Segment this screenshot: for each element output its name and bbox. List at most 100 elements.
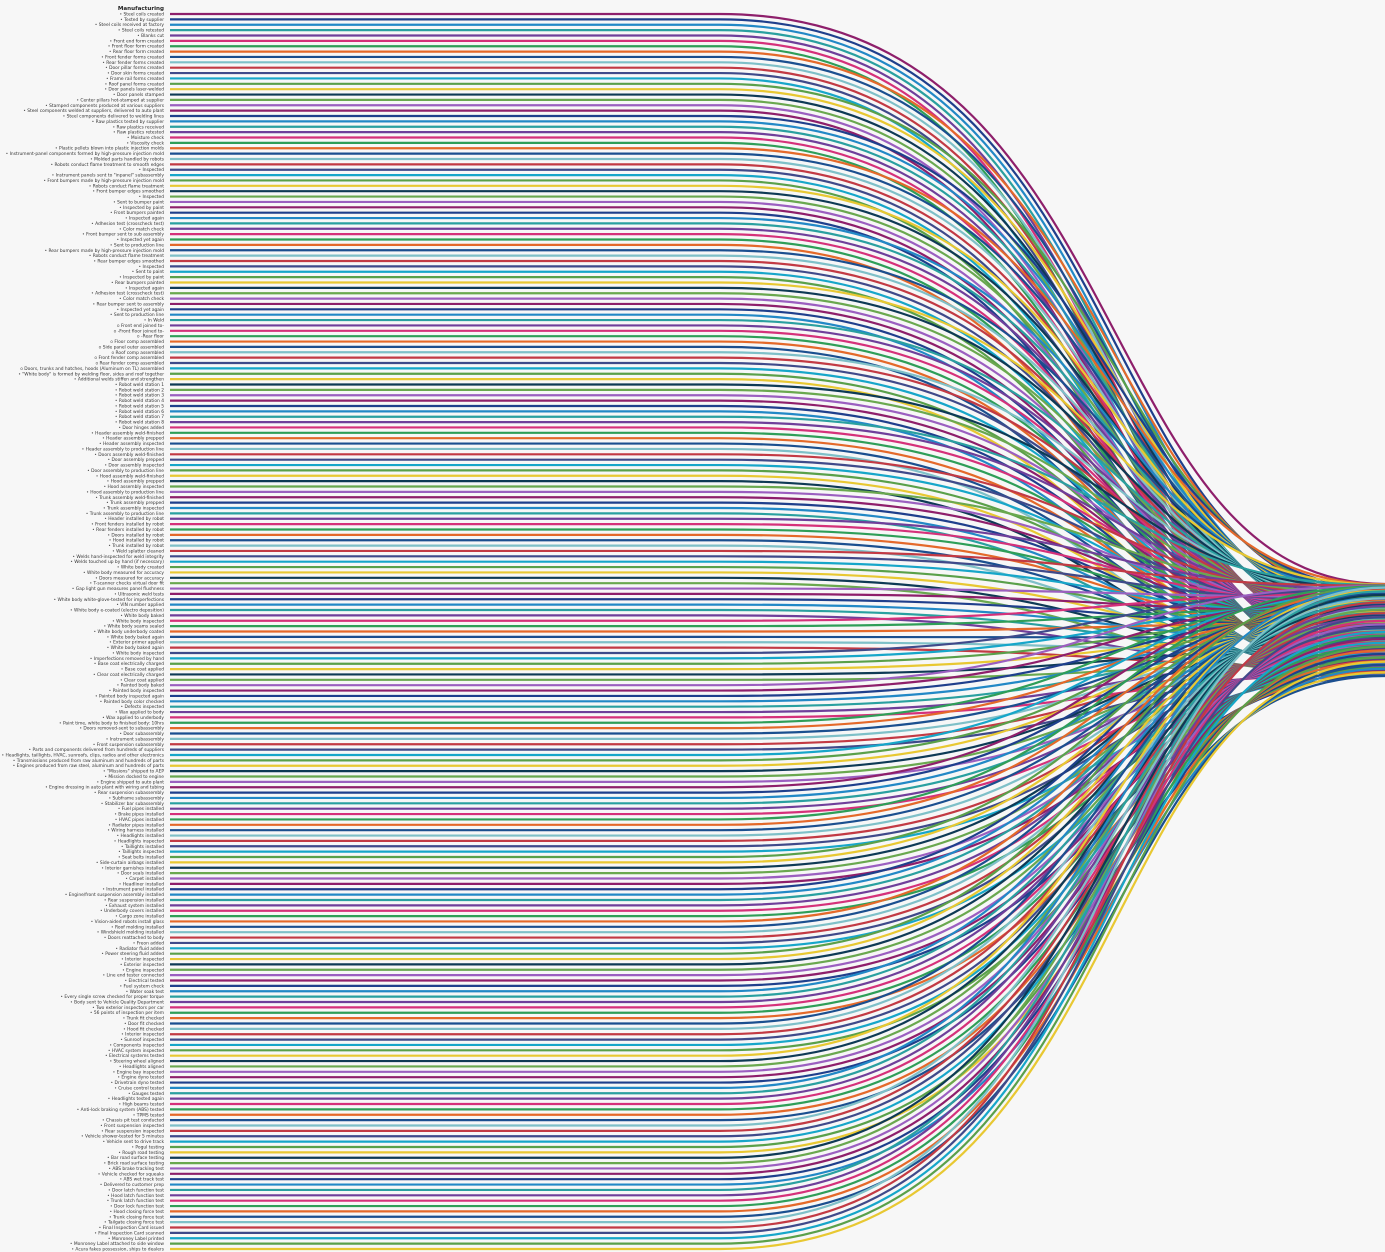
bullet-icon: • — [119, 984, 123, 989]
step-label-text: Door assembly prepped — [112, 457, 165, 463]
bullet-icon: • — [125, 217, 129, 222]
step-label-text: Brick road surface testing — [107, 1161, 164, 1167]
step-label: • Front floor form created — [108, 44, 164, 50]
step-label-text: Final Inspection Card scanned — [98, 1230, 164, 1236]
bullet-icon: • — [77, 1108, 81, 1113]
step-label: • Seat belts installed — [118, 855, 164, 861]
step-label: • Painted body inspected again — [95, 693, 164, 699]
step-label: • Every single screw checked for proper … — [60, 994, 164, 1000]
step-label-text: ABS brake tracking test — [112, 1166, 164, 1172]
step-label: • Rear fenders installed by robot — [92, 527, 164, 533]
step-label-text: Front bumper edges smoothed — [96, 189, 164, 195]
bullet-icon: • — [110, 211, 114, 216]
bullet-icon: • — [113, 125, 117, 130]
step-label-text: "White body" is formed by welding floor,… — [22, 371, 164, 377]
step-label-text: Adhesion test (crosscheck test) — [95, 221, 164, 227]
step-label: • Front bumpers painted — [110, 210, 164, 216]
step-label: • Headliner installed — [119, 881, 164, 887]
step-label: • Line end tester connected — [102, 973, 164, 979]
step-label: • Door hinges added — [118, 425, 164, 431]
bullet-icon: • — [109, 796, 113, 801]
bullet-icon: • — [52, 174, 56, 179]
step-label-text: Base coat applied — [125, 667, 164, 673]
step-label-text: Door subassembly — [123, 731, 164, 737]
step-label-text: Vision-aided robots install glass — [95, 919, 165, 925]
bullet-icon: • — [113, 131, 117, 136]
bullet-icon: • — [119, 227, 123, 232]
bullet-icon: • — [100, 1124, 104, 1129]
step-label-text: Robot weld station 1 — [119, 382, 164, 388]
step-label: • Robot weld station 5 — [115, 403, 164, 409]
step-label-text: Components inspected — [113, 1042, 164, 1048]
step-label: • Rear floor form created — [109, 49, 164, 55]
step-label: • Rear bumpers made by high-pressure inj… — [44, 248, 164, 254]
bullet-icon: • — [94, 791, 98, 796]
bullet-icon: • — [104, 1221, 108, 1226]
flow-line — [170, 590, 1385, 1192]
step-label-text: High beams tested — [122, 1102, 164, 1108]
bullet-icon: • — [117, 1076, 121, 1081]
step-label: • Door subassembly — [119, 731, 164, 737]
bullet-icon: • — [120, 963, 124, 968]
step-label-text: Rear bumper edges smoothed — [97, 259, 164, 265]
step-label: • HVAC system inspected — [108, 1048, 164, 1054]
flow-line — [170, 249, 1385, 590]
flow-line — [170, 630, 1385, 1240]
flow-line — [170, 660, 1385, 1251]
circle-bullet-icon: o — [114, 329, 118, 334]
step-label: • White body baked again — [107, 645, 165, 651]
step-label: • Engine dyno tested — [117, 1075, 164, 1081]
step-label: • Inspected again — [125, 216, 164, 222]
step-label: • Hood installed by robot — [109, 538, 165, 544]
bullet-icon: • — [91, 920, 95, 925]
step-label-text: Interior inspected — [125, 1032, 164, 1038]
step-label: • Radiator pipes installed — [108, 822, 164, 828]
step-label: • Cruise control tested — [114, 1085, 164, 1091]
bullet-icon: • — [29, 748, 33, 753]
step-label-text: Raw plastics received — [117, 124, 165, 130]
step-label-text: Inspected again — [129, 285, 164, 291]
step-label-text: Side panel outer assembled — [103, 344, 165, 350]
step-label: • TPMS tested — [133, 1112, 164, 1118]
step-label: o Rear fender comp assembled — [95, 361, 164, 367]
bullet-icon: • — [91, 222, 95, 227]
bullet-icon: • — [144, 319, 148, 324]
bullet-icon: • — [74, 378, 78, 383]
bullet-icon: • — [55, 147, 59, 152]
flow-line — [170, 630, 1385, 1106]
bullet-icon: • — [112, 619, 116, 624]
step-label: • ABS brake tracking test — [108, 1166, 164, 1172]
flow-line — [170, 601, 1385, 1229]
step-label-text: Water soak test — [130, 989, 165, 995]
step-label-text: Steel coils retested — [122, 28, 164, 34]
step-label-text: Hood closing force test — [113, 1209, 164, 1215]
step-label: • Base coat electrically charged — [94, 661, 164, 667]
bullet-icon: • — [104, 464, 108, 469]
flow-line — [170, 588, 1385, 655]
bullet-icon: • — [118, 1103, 122, 1108]
step-label-text: Painted body inspected again — [99, 693, 164, 699]
step-label-text: T-scanner checks virtual door fit — [92, 581, 164, 587]
step-label-text: TPMS tested — [136, 1112, 164, 1118]
step-label: • Front bumper sent to sub assembly — [82, 232, 164, 238]
step-label-text: White body measured for accuracy — [87, 570, 164, 576]
step-label-text: -Front floor joined to- — [118, 328, 165, 334]
step-label: • Sunroof inspected — [120, 1037, 164, 1043]
step-label: • Door assembly prepped — [108, 457, 165, 463]
step-label-text: Tested by supplier — [123, 17, 164, 23]
step-label-text: Additional welds stiffen and strengthen — [78, 377, 164, 383]
bullet-icon: • — [104, 517, 108, 522]
bullet-icon: • — [104, 625, 108, 630]
step-label-text: Door assembly inspected — [108, 463, 164, 469]
bullet-icon: • — [108, 544, 112, 549]
bullet-icon: • — [112, 651, 116, 656]
bullet-icon: • — [133, 941, 137, 946]
step-labels: Manufacturing • Steel coils created• Tes… — [1, 6, 164, 1252]
step-label: o Front end joined to- — [117, 323, 165, 329]
step-label: • Doors removed-sent to subassembly — [79, 726, 164, 732]
step-label: • Clear coat electrically charged — [93, 672, 164, 678]
step-label: • Vision-aided robots install glass — [91, 919, 165, 925]
step-label: • Exterior inspected — [120, 962, 164, 968]
step-label: • Front bumper edges smoothed — [92, 189, 164, 195]
flow-line — [170, 630, 1385, 971]
